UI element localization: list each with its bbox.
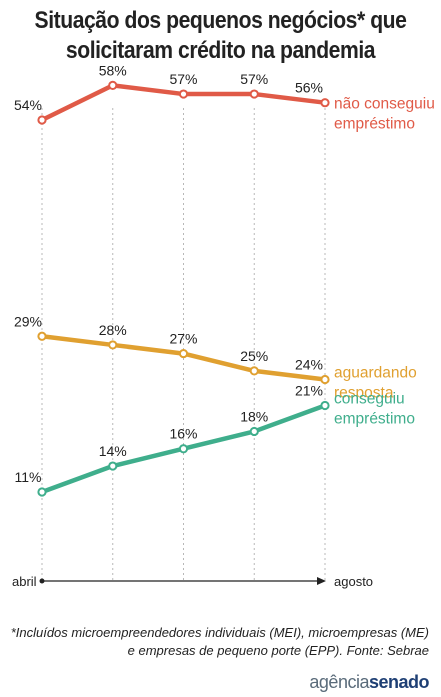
agencia-senado-logo: agênciasenado bbox=[309, 672, 429, 692]
data-point bbox=[178, 348, 189, 359]
data-point bbox=[37, 115, 47, 125]
series-name-label: empréstimo bbox=[334, 410, 415, 427]
data-label: 16% bbox=[169, 426, 197, 442]
data-label: 58% bbox=[99, 62, 127, 78]
data-point bbox=[249, 89, 259, 99]
x-axis-start-dot bbox=[39, 578, 45, 584]
footnote: *Incluídos microempreendedores individua… bbox=[0, 624, 429, 660]
series-name-label: não conseguiu bbox=[334, 96, 435, 113]
data-point bbox=[108, 340, 118, 350]
data-label: 21% bbox=[295, 382, 323, 398]
series-name-label: conseguiu bbox=[334, 390, 405, 407]
data-point bbox=[178, 444, 189, 454]
data-label: 54% bbox=[14, 97, 42, 113]
chart-title: Situação dos pequenos negócios* que soli… bbox=[26, 6, 414, 66]
data-label: 27% bbox=[169, 331, 197, 347]
data-point bbox=[37, 331, 47, 341]
line-chart: abril agosto 54% 58% 57% 57% 56% não conseguiu e… bbox=[12, 62, 435, 589]
x-axis-arrow bbox=[317, 577, 326, 585]
series-name-label: aguardando bbox=[334, 365, 417, 382]
title-line-2: solicitaram crédito na pandemia bbox=[65, 37, 376, 64]
data-label: 25% bbox=[240, 348, 268, 364]
x-tick-label-start: abril bbox=[12, 574, 37, 589]
data-label: 57% bbox=[240, 71, 268, 87]
title-line-1: Situação dos pequenos negócios* que bbox=[34, 7, 407, 34]
data-label: 14% bbox=[99, 443, 127, 459]
x-tick-label-end: agosto bbox=[334, 574, 373, 589]
data-point bbox=[108, 80, 118, 90]
data-label: 11% bbox=[15, 469, 42, 485]
data-label: 24% bbox=[295, 357, 323, 373]
series-name-label: resposta bbox=[334, 385, 394, 402]
data-point bbox=[249, 366, 259, 376]
data-label: 18% bbox=[240, 408, 268, 424]
data-point bbox=[108, 461, 118, 471]
data-label: 29% bbox=[14, 313, 42, 329]
data-point bbox=[320, 400, 330, 411]
data-point bbox=[37, 487, 47, 497]
data-point bbox=[249, 426, 259, 437]
data-point bbox=[320, 98, 330, 108]
data-label: 56% bbox=[295, 80, 323, 96]
footnote-line-1: *Incluídos microempreendedores individua… bbox=[10, 625, 429, 640]
data-point bbox=[178, 89, 189, 99]
series-name-label: empréstimo bbox=[334, 116, 415, 133]
data-point bbox=[320, 374, 330, 385]
data-label: 57% bbox=[169, 71, 197, 87]
footnote-line-2: e empresas de pequeno porte (EPP). Fonte… bbox=[127, 643, 429, 658]
data-label: 28% bbox=[99, 322, 127, 338]
